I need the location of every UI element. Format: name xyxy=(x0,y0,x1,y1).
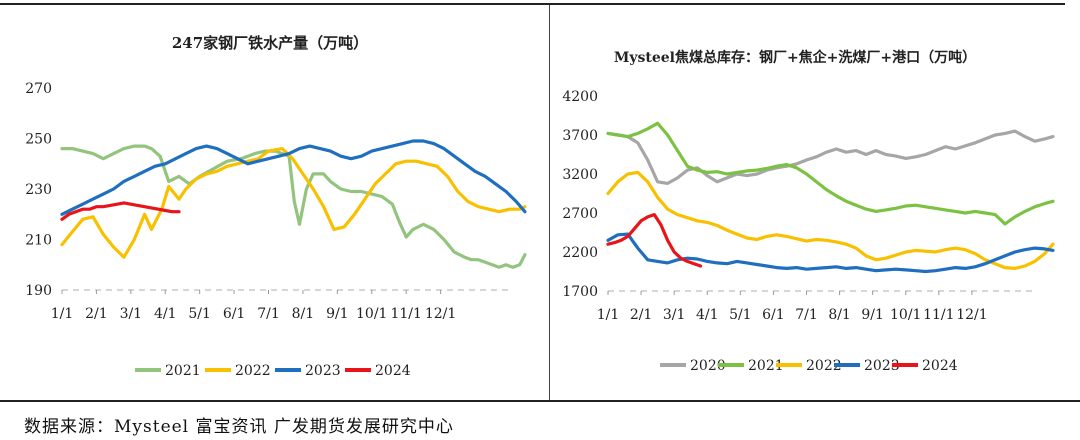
chart-title: 247家钢厂铁水产量（万吨） xyxy=(172,34,368,52)
y-tick-label: 1700 xyxy=(562,284,598,300)
x-tick-label: 3/1 xyxy=(120,306,143,322)
x-tick-label: 5/1 xyxy=(729,307,752,323)
x-tick-label: 5/1 xyxy=(188,306,211,322)
series-line-2024 xyxy=(606,213,703,268)
x-tick-label: 10/1 xyxy=(356,306,387,322)
x-tick-label: 6/1 xyxy=(223,306,246,322)
x-tick-label: 8/1 xyxy=(828,307,851,323)
x-tick-label: 7/1 xyxy=(257,306,280,322)
y-tick-label: 3200 xyxy=(562,167,598,183)
legend-label-2023: 2023 xyxy=(864,358,900,374)
x-tick-label: 12/1 xyxy=(425,306,456,322)
legend-label-2022: 2022 xyxy=(235,363,271,379)
y-tick-label: 210 xyxy=(25,233,52,249)
panel-divider xyxy=(549,5,550,400)
series-line-2021 xyxy=(60,144,527,269)
legend-label-2023: 2023 xyxy=(305,363,341,379)
series-line-2024 xyxy=(60,201,181,221)
x-tick-label: 6/1 xyxy=(762,307,785,323)
series-line-2021 xyxy=(606,121,1055,226)
y-tick-label: 2700 xyxy=(562,206,598,222)
top-border xyxy=(0,3,1065,5)
series-line-2022 xyxy=(60,147,527,259)
x-tick-label: 10/1 xyxy=(890,307,921,323)
x-tick-label: 2/1 xyxy=(85,306,108,322)
x-tick-label: 8/1 xyxy=(292,306,315,322)
x-tick-label: 3/1 xyxy=(663,307,686,323)
legend-label-2020: 2020 xyxy=(690,358,726,374)
x-tick-label: 4/1 xyxy=(154,306,177,322)
legend-label-2021: 2021 xyxy=(165,363,201,379)
y-tick-label: 2200 xyxy=(562,245,598,261)
legend-label-2021: 2021 xyxy=(748,358,784,374)
legend-label-2024: 2024 xyxy=(922,358,958,374)
series-line-2022 xyxy=(606,170,1055,270)
x-tick-label: 4/1 xyxy=(696,307,719,323)
y-tick-label: 4200 xyxy=(562,89,598,105)
x-tick-label: 9/1 xyxy=(326,306,349,322)
x-tick-label: 7/1 xyxy=(795,307,818,323)
x-tick-label: 9/1 xyxy=(861,307,884,323)
x-tick-label: 1/1 xyxy=(51,306,74,322)
chart-coking-coal-inventory: Mysteel焦煤总库存：钢厂+焦企+洗煤厂+港口（万吨） 1700 2200 270… xyxy=(562,49,1055,374)
series-line-2020 xyxy=(606,129,1055,185)
x-tick-label: 1/1 xyxy=(597,307,620,323)
y-tick-label: 190 xyxy=(25,283,52,299)
x-tick-label: 12/1 xyxy=(956,307,987,323)
source-note: 数据来源：Mysteel 富宝资讯 广发期货发展研究中心 xyxy=(24,417,454,437)
chart-hot-metal-output: 247家钢厂铁水产量（万吨） 190 210 230 250 270 1/1 2/1 3/1 4/… xyxy=(25,34,527,379)
x-tick-label: 2/1 xyxy=(630,307,653,323)
legend-label-2022: 2022 xyxy=(806,358,842,374)
y-tick-label: 230 xyxy=(25,182,52,198)
x-tick-label: 11/1 xyxy=(390,306,421,322)
series-line-2023 xyxy=(60,139,527,216)
legend-label-2024: 2024 xyxy=(375,363,411,379)
y-tick-label: 3700 xyxy=(562,128,598,144)
y-tick-label: 270 xyxy=(25,81,52,97)
chart-title: Mysteel焦煤总库存：钢厂+焦企+洗煤厂+港口（万吨） xyxy=(614,49,976,66)
y-tick-label: 250 xyxy=(25,132,52,148)
x-tick-label: 11/1 xyxy=(923,307,954,323)
bottom-border xyxy=(0,400,1080,402)
